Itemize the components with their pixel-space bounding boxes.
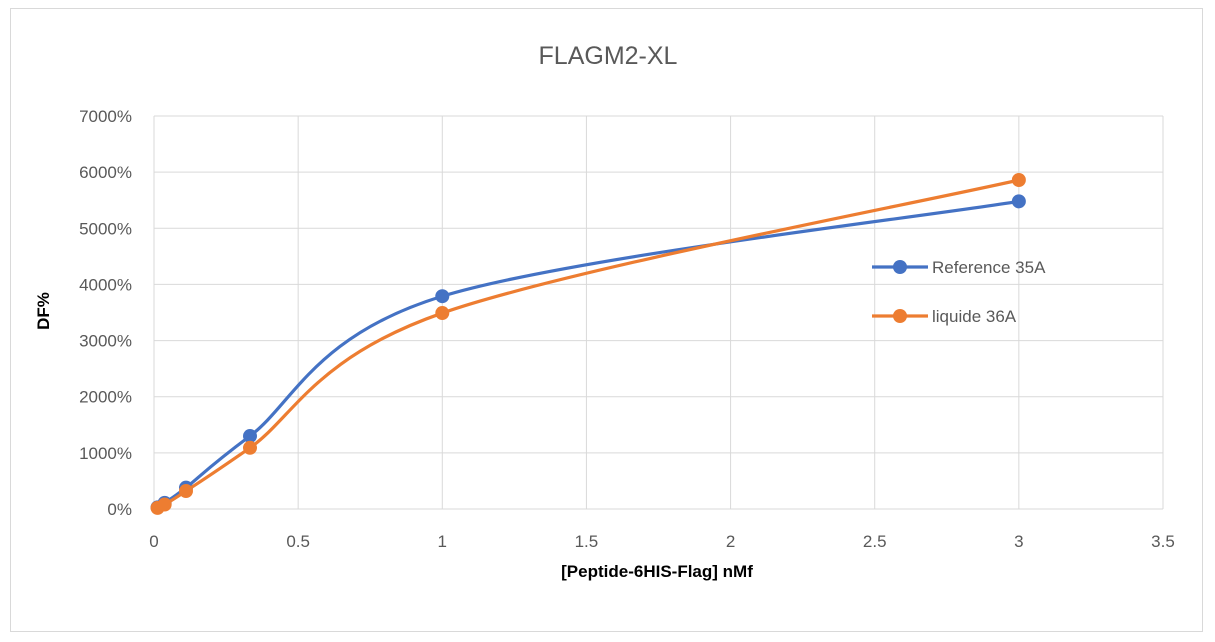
x-tick-label: 1.5: [575, 532, 599, 551]
y-tick-label: 5000%: [79, 219, 132, 238]
data-point: [178, 484, 193, 499]
series-2: [150, 173, 1026, 515]
series: [150, 173, 1026, 515]
y-tick-label: 1000%: [79, 444, 132, 463]
y-tick-label: 4000%: [79, 275, 132, 294]
x-tick-label: 1: [438, 532, 447, 551]
y-tick-label: 0%: [107, 500, 132, 519]
chart-title: FLAGM2-XL: [539, 42, 678, 70]
x-tick-label: 2: [726, 532, 735, 551]
data-point: [1011, 194, 1026, 209]
legend-swatch-marker: [893, 309, 907, 323]
x-tick-label: 3: [1014, 532, 1023, 551]
series-1: [150, 194, 1026, 515]
chart-frame: [10, 8, 1203, 632]
data-point: [1011, 173, 1026, 188]
legend-label: liquide 36A: [932, 307, 1017, 326]
legend-label: Reference 35A: [932, 258, 1046, 277]
legend: Reference 35A liquide 36A: [872, 258, 1046, 326]
legend-entry: liquide 36A: [872, 307, 1017, 326]
x-tick-label: 2.5: [863, 532, 887, 551]
y-tick-label: 2000%: [79, 388, 132, 407]
y-tick-label: 6000%: [79, 163, 132, 182]
data-point: [435, 306, 450, 321]
y-tick-label: 7000%: [79, 107, 132, 126]
y-tick-label: 3000%: [79, 332, 132, 351]
data-point: [242, 429, 257, 444]
y-axis-label: DF%: [34, 292, 53, 330]
series-line: [155, 199, 1021, 509]
data-point: [242, 440, 257, 455]
x-tick-label: 0.5: [286, 532, 310, 551]
data-point: [157, 497, 172, 512]
x-tick-label: 0: [149, 532, 158, 551]
x-tick-label: 3.5: [1151, 532, 1175, 551]
series-line: [155, 178, 1021, 510]
x-axis-ticks: 0 0.5 1 1.5 2 2.5 3 3.5: [149, 532, 1175, 551]
x-axis-label: [Peptide-6HIS-Flag] nMf: [561, 562, 753, 581]
legend-entry: Reference 35A: [872, 258, 1046, 277]
legend-swatch-marker: [893, 260, 907, 274]
gridlines: [153, 115, 1164, 510]
y-axis-ticks: 0% 1000% 2000% 3000% 4000% 5000% 6000% 7000%: [79, 107, 132, 519]
data-point: [435, 289, 450, 304]
